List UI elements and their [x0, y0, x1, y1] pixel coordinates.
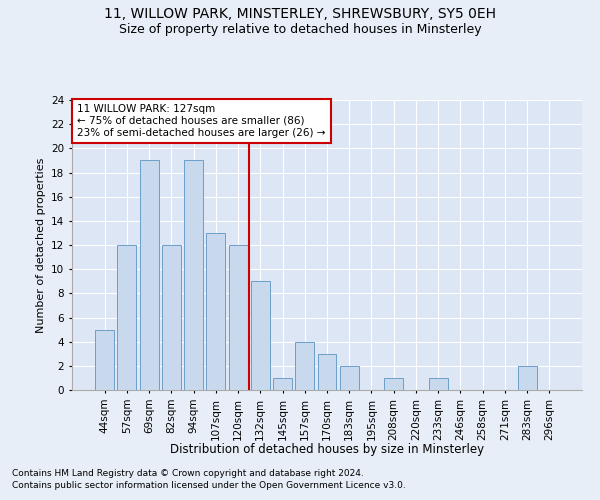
Text: Contains public sector information licensed under the Open Government Licence v3: Contains public sector information licen…: [12, 481, 406, 490]
Text: 11, WILLOW PARK, MINSTERLEY, SHREWSBURY, SY5 0EH: 11, WILLOW PARK, MINSTERLEY, SHREWSBURY,…: [104, 8, 496, 22]
Bar: [251, 281, 270, 390]
Bar: [295, 342, 314, 390]
Bar: [140, 160, 158, 390]
Bar: [317, 354, 337, 390]
Y-axis label: Number of detached properties: Number of detached properties: [35, 158, 46, 332]
Bar: [273, 378, 292, 390]
Bar: [384, 378, 403, 390]
Text: 11 WILLOW PARK: 127sqm
← 75% of detached houses are smaller (86)
23% of semi-det: 11 WILLOW PARK: 127sqm ← 75% of detached…: [77, 104, 326, 138]
Bar: [184, 160, 203, 390]
Bar: [429, 378, 448, 390]
Bar: [95, 330, 114, 390]
Bar: [162, 245, 181, 390]
Text: Size of property relative to detached houses in Minsterley: Size of property relative to detached ho…: [119, 22, 481, 36]
Text: Contains HM Land Registry data © Crown copyright and database right 2024.: Contains HM Land Registry data © Crown c…: [12, 468, 364, 477]
Text: Distribution of detached houses by size in Minsterley: Distribution of detached houses by size …: [170, 442, 484, 456]
Bar: [340, 366, 359, 390]
Bar: [518, 366, 536, 390]
Bar: [118, 245, 136, 390]
Bar: [229, 245, 248, 390]
Bar: [206, 233, 225, 390]
